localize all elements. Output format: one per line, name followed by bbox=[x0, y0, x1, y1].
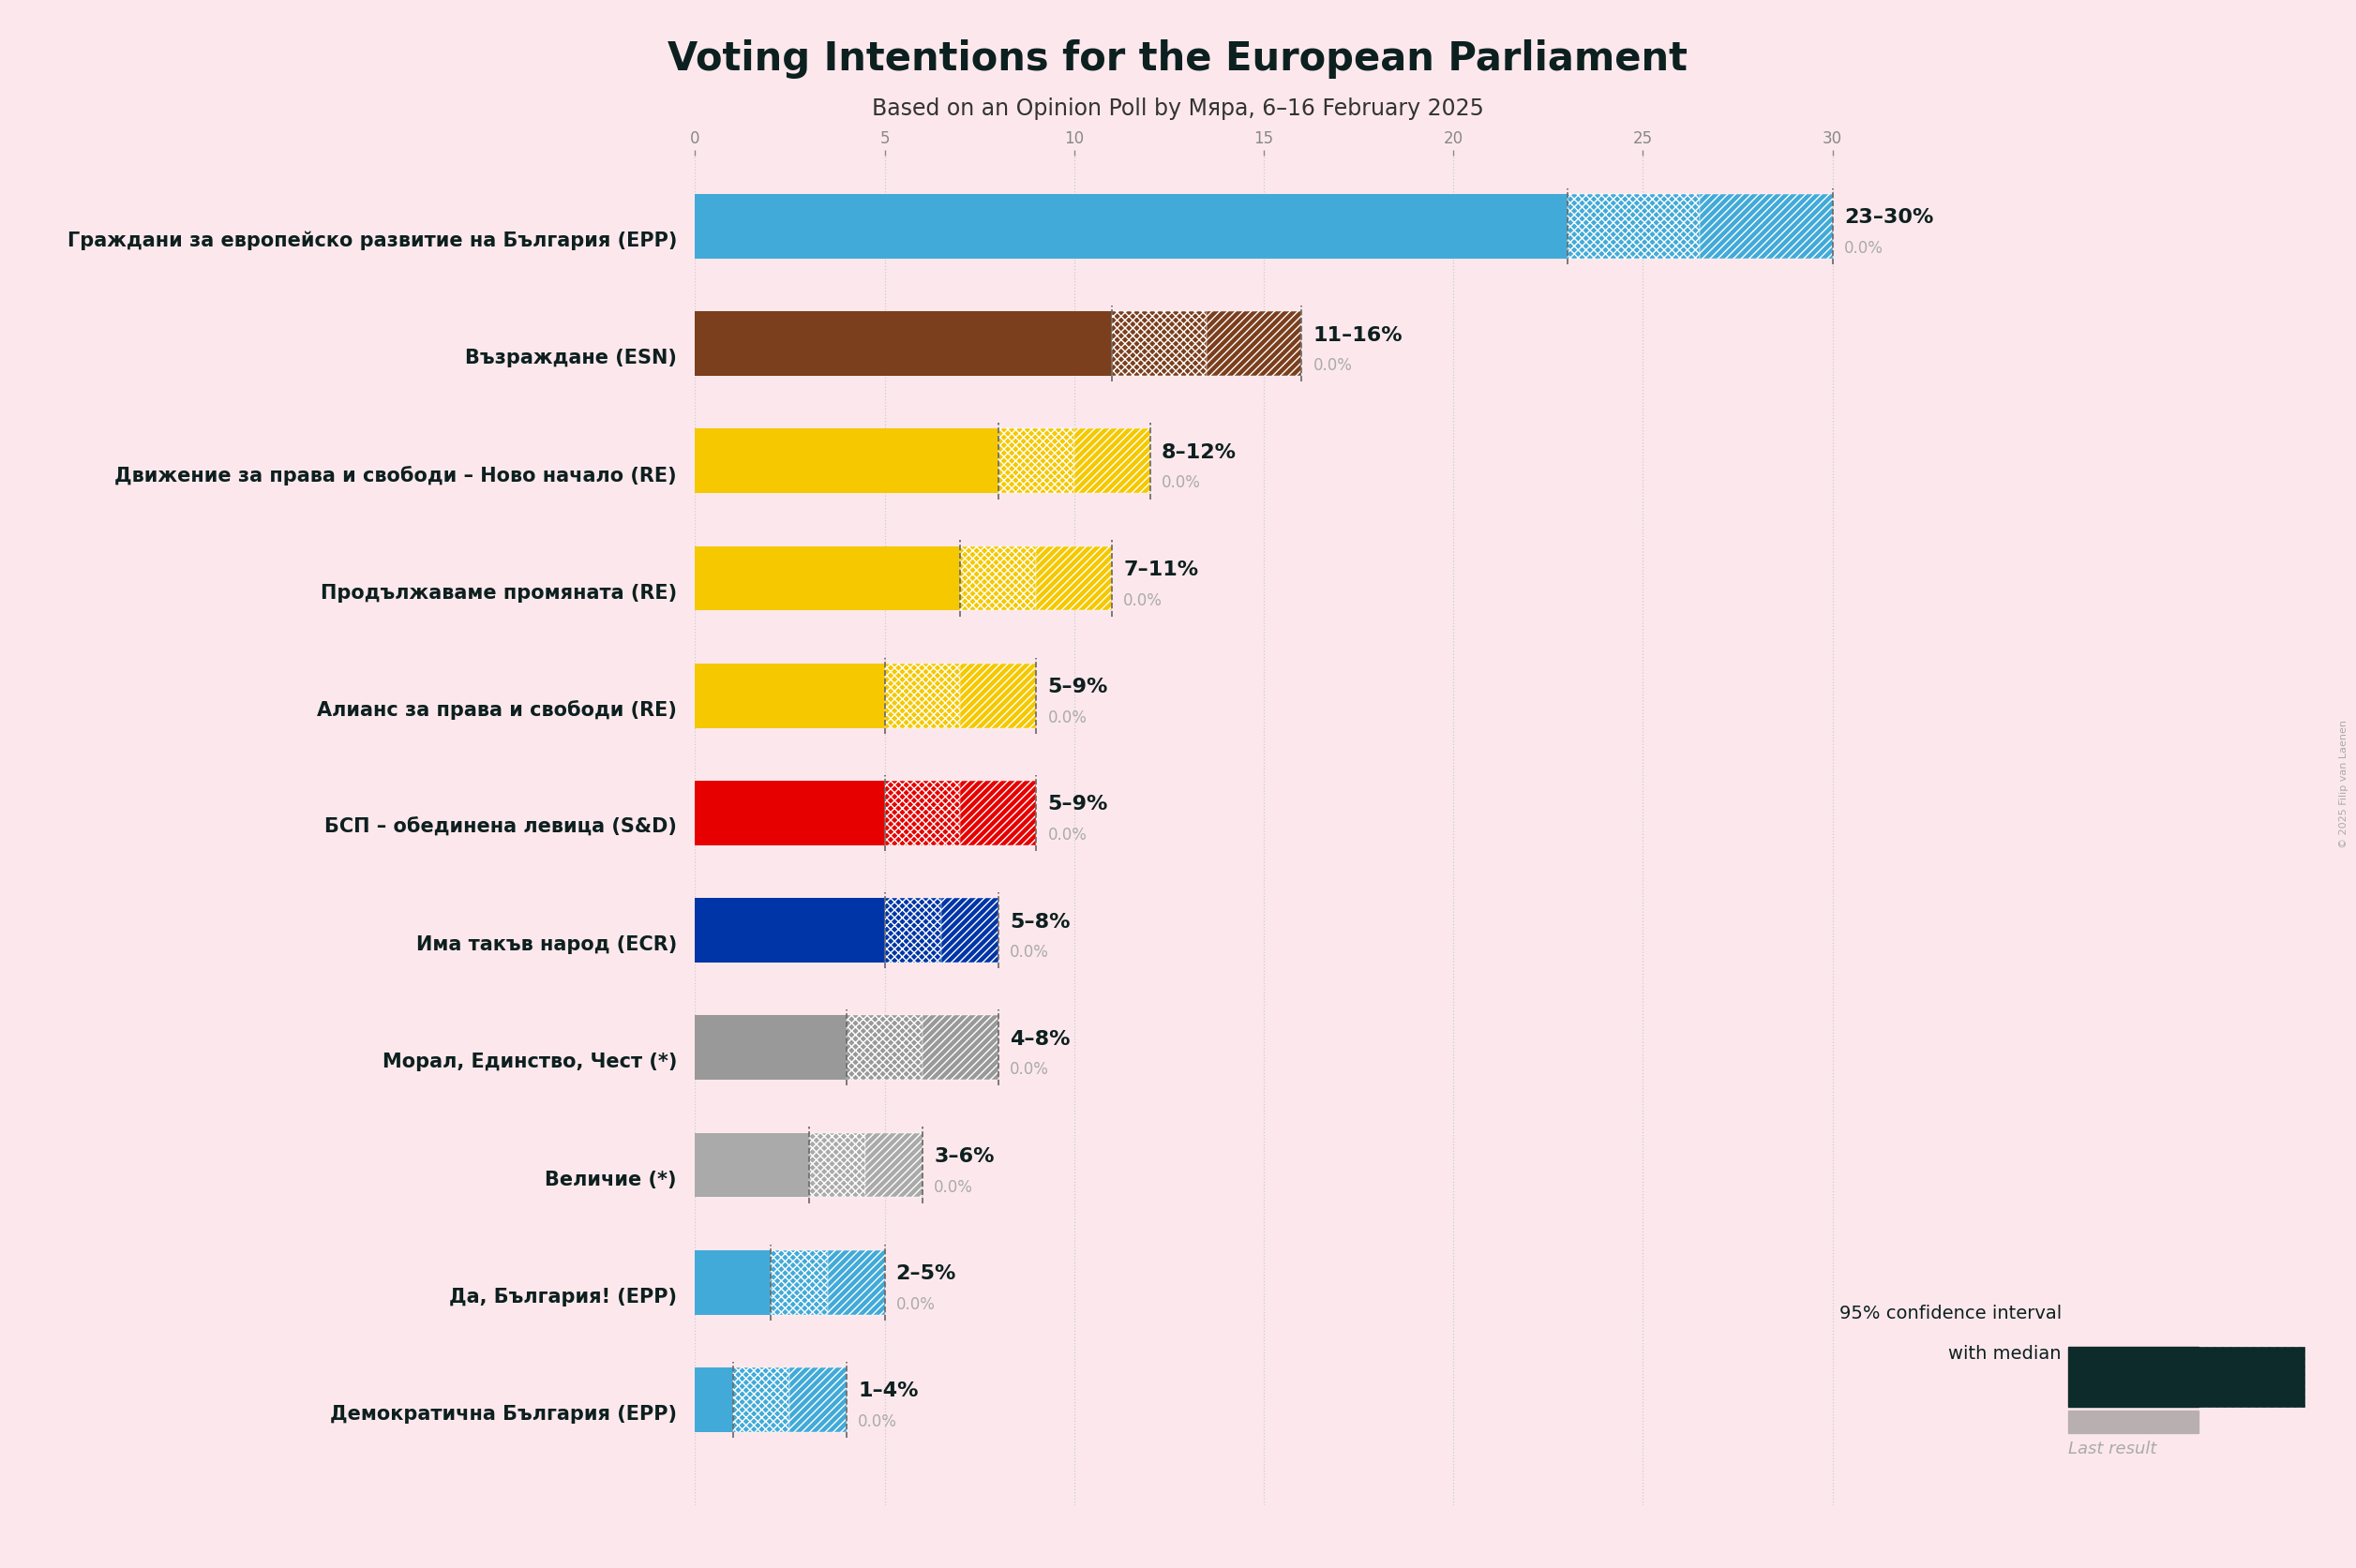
Text: 5–9%: 5–9% bbox=[1048, 677, 1107, 696]
Bar bbox=[999, 430, 1074, 494]
Bar bbox=[924, 1016, 999, 1080]
Bar bbox=[695, 1016, 846, 1080]
Text: 0.0%: 0.0% bbox=[1124, 591, 1164, 608]
Text: Based on an Opinion Poll by Мяра, 6–16 February 2025: Based on an Opinion Poll by Мяра, 6–16 F… bbox=[872, 97, 1484, 119]
Bar bbox=[865, 1134, 924, 1198]
Bar bbox=[695, 781, 884, 845]
Text: 5–9%: 5–9% bbox=[1048, 795, 1107, 814]
Bar bbox=[695, 194, 1567, 259]
Text: 95% confidence interval: 95% confidence interval bbox=[1840, 1303, 2062, 1322]
Bar bbox=[942, 898, 999, 963]
Bar bbox=[1699, 194, 1833, 259]
Bar bbox=[884, 781, 961, 845]
Bar bbox=[961, 781, 1037, 845]
Text: 1–4%: 1–4% bbox=[858, 1381, 919, 1400]
Text: 0.0%: 0.0% bbox=[933, 1178, 973, 1195]
Text: 0.0%: 0.0% bbox=[1048, 826, 1086, 844]
Bar bbox=[695, 312, 1112, 376]
Bar bbox=[695, 1250, 770, 1314]
Text: 0.0%: 0.0% bbox=[1162, 475, 1202, 491]
Text: Last result: Last result bbox=[2069, 1439, 2158, 1457]
Text: 0.0%: 0.0% bbox=[1845, 240, 1882, 257]
Bar bbox=[827, 1250, 884, 1314]
Bar bbox=[808, 1134, 865, 1198]
Bar bbox=[961, 663, 1037, 729]
Text: 4–8%: 4–8% bbox=[1011, 1029, 1070, 1047]
Bar bbox=[846, 1016, 924, 1080]
Text: 0.0%: 0.0% bbox=[895, 1295, 935, 1312]
Text: 0.0%: 0.0% bbox=[1011, 944, 1048, 960]
Bar bbox=[884, 898, 942, 963]
Text: © 2025 Filip van Laenen: © 2025 Filip van Laenen bbox=[2340, 720, 2349, 848]
Text: 11–16%: 11–16% bbox=[1312, 326, 1402, 345]
Text: 8–12%: 8–12% bbox=[1162, 442, 1237, 461]
Text: 3–6%: 3–6% bbox=[933, 1146, 994, 1165]
Text: 7–11%: 7–11% bbox=[1124, 560, 1199, 579]
Text: Voting Intentions for the European Parliament: Voting Intentions for the European Parli… bbox=[669, 39, 1687, 78]
Bar bbox=[789, 1367, 846, 1432]
Bar bbox=[1112, 312, 1206, 376]
Bar bbox=[1074, 430, 1150, 494]
Bar bbox=[695, 547, 961, 612]
Bar bbox=[1037, 547, 1112, 612]
Bar bbox=[961, 547, 1037, 612]
Text: 5–8%: 5–8% bbox=[1011, 913, 1070, 931]
Text: 0.0%: 0.0% bbox=[1048, 709, 1086, 726]
Bar bbox=[695, 1367, 733, 1432]
Bar bbox=[695, 898, 884, 963]
Bar bbox=[733, 1367, 789, 1432]
Bar bbox=[695, 663, 884, 729]
Bar bbox=[770, 1250, 827, 1314]
Text: 0.0%: 0.0% bbox=[1011, 1060, 1048, 1077]
Text: 0.0%: 0.0% bbox=[1312, 358, 1352, 373]
Bar bbox=[695, 430, 999, 494]
Text: 2–5%: 2–5% bbox=[895, 1264, 957, 1283]
Text: 23–30%: 23–30% bbox=[1845, 209, 1934, 227]
Text: 0.0%: 0.0% bbox=[858, 1413, 898, 1430]
Bar bbox=[884, 663, 961, 729]
Bar bbox=[1206, 312, 1301, 376]
Bar bbox=[1567, 194, 1699, 259]
Text: with median: with median bbox=[1948, 1344, 2062, 1363]
Bar bbox=[695, 1134, 808, 1198]
